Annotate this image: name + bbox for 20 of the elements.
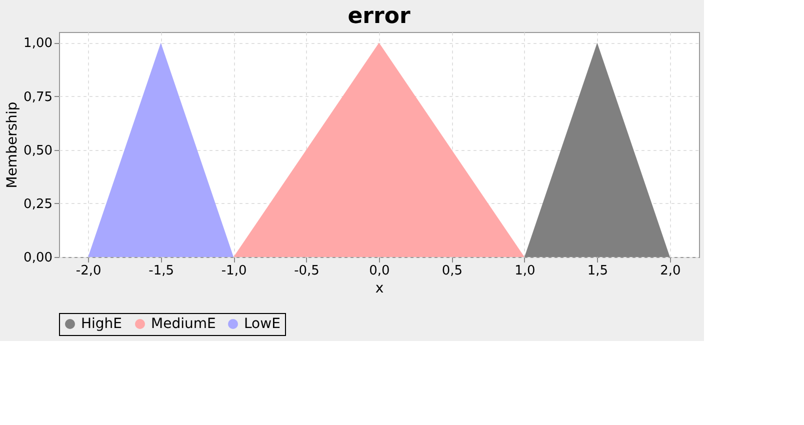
y-tick-label: 0,25 [24, 196, 52, 212]
legend-label: HighE [81, 316, 122, 332]
x-axis-title: x [375, 280, 384, 296]
x-tick-label: 0,5 [442, 264, 463, 278]
x-tick-label: 0,0 [369, 264, 390, 278]
x-tick-label: 1,0 [514, 264, 536, 278]
x-tick-label: 2,0 [660, 264, 681, 278]
legend-label: LowE [244, 316, 280, 332]
x-tick-label: -1,0 [221, 264, 247, 278]
x-tick-label: -2,0 [76, 264, 102, 278]
y-tick-label: 0,75 [24, 90, 52, 105]
x-tick-label: -0,5 [294, 264, 320, 278]
chart-title: error [348, 4, 410, 29]
y-tick-label: 1,00 [24, 36, 52, 52]
legend-label: MediumE [151, 316, 216, 332]
x-tick-label: 1,5 [587, 264, 608, 278]
y-tick-label: 0,00 [24, 250, 52, 266]
y-axis-title: Membership [4, 102, 21, 188]
x-tick-label: -1,5 [148, 264, 174, 278]
y-tick-label: 0,50 [24, 143, 52, 158]
